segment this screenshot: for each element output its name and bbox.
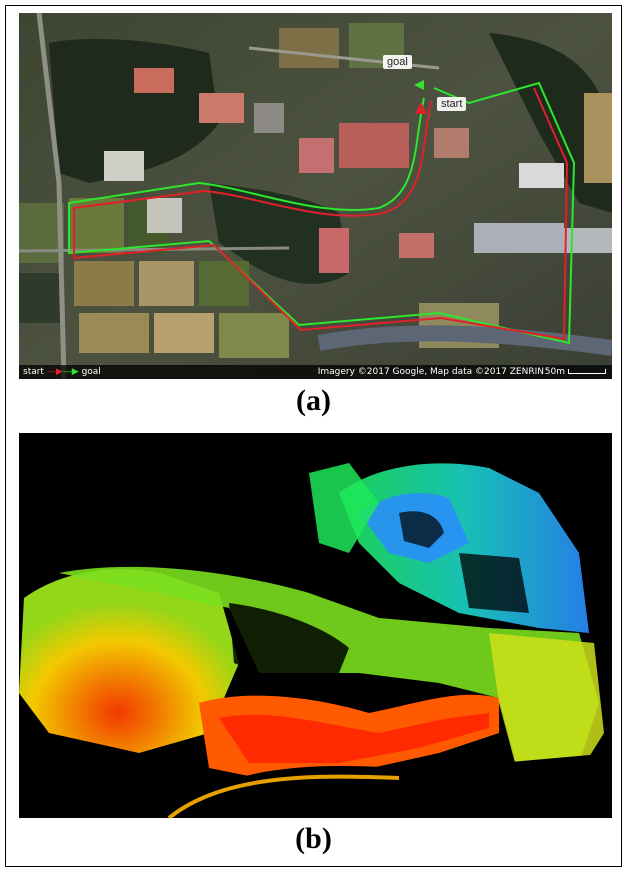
field xyxy=(139,261,194,306)
point-cloud-region xyxy=(489,633,604,778)
building xyxy=(434,128,469,158)
field xyxy=(219,313,289,358)
point-cloud-region xyxy=(219,713,489,763)
field xyxy=(19,203,64,263)
field xyxy=(79,313,149,353)
satellite-map xyxy=(19,13,612,379)
map-attribution: Imagery ©2017 Google, Map data ©2017 ZEN… xyxy=(317,367,544,377)
legend-goal-label: goal xyxy=(81,367,101,377)
building xyxy=(319,228,349,273)
building xyxy=(299,138,334,173)
road xyxy=(19,246,290,253)
start-label: start xyxy=(437,97,467,111)
route-legend: start —▶—▶ goal xyxy=(23,365,101,379)
building xyxy=(399,233,434,258)
building xyxy=(199,93,244,123)
forest-area xyxy=(489,33,612,213)
legend-return-arrow-icon: —▶ xyxy=(62,367,79,377)
field xyxy=(74,261,134,306)
start-marker-icon xyxy=(415,102,427,114)
satellite-map-panel[interactable]: goal start start —▶—▶ goal Imagery ©2017… xyxy=(19,13,612,379)
building xyxy=(339,123,409,168)
field xyxy=(19,273,64,323)
building xyxy=(134,68,174,93)
goal-label: goal xyxy=(383,55,412,69)
point-cloud-region xyxy=(309,463,379,553)
empty-area xyxy=(459,553,529,613)
building xyxy=(254,103,284,133)
outbound-route xyxy=(73,87,569,341)
scale-label: 50m xyxy=(544,367,565,377)
goal-marker-icon xyxy=(414,80,424,90)
map-info-bar: start —▶—▶ goal Imagery ©2017 Google, Ma… xyxy=(19,365,612,379)
empty-area xyxy=(229,603,349,678)
scale-bar xyxy=(568,369,606,374)
legend-outbound-arrow-icon: —▶ xyxy=(46,367,63,377)
field xyxy=(584,93,612,183)
point-cloud-region xyxy=(19,569,239,753)
caption-b: (b) xyxy=(295,822,332,855)
legend-start-label: start xyxy=(23,367,44,377)
point-cloud-edge xyxy=(167,774,400,818)
field xyxy=(199,261,249,306)
point-cloud-panel[interactable] xyxy=(19,433,612,818)
road xyxy=(36,13,67,379)
field xyxy=(154,313,214,353)
parking-lot xyxy=(147,198,182,233)
field xyxy=(69,198,124,253)
forest-area xyxy=(49,38,219,183)
field xyxy=(279,28,339,68)
point-cloud-map xyxy=(19,433,612,818)
empty-area xyxy=(169,753,612,818)
empty-area xyxy=(399,511,444,548)
parking-lot xyxy=(104,151,144,181)
building xyxy=(519,163,564,188)
map-scale: 50m xyxy=(545,365,606,379)
caption-a: (a) xyxy=(296,384,331,417)
building xyxy=(474,223,564,253)
forest-area xyxy=(209,183,349,284)
